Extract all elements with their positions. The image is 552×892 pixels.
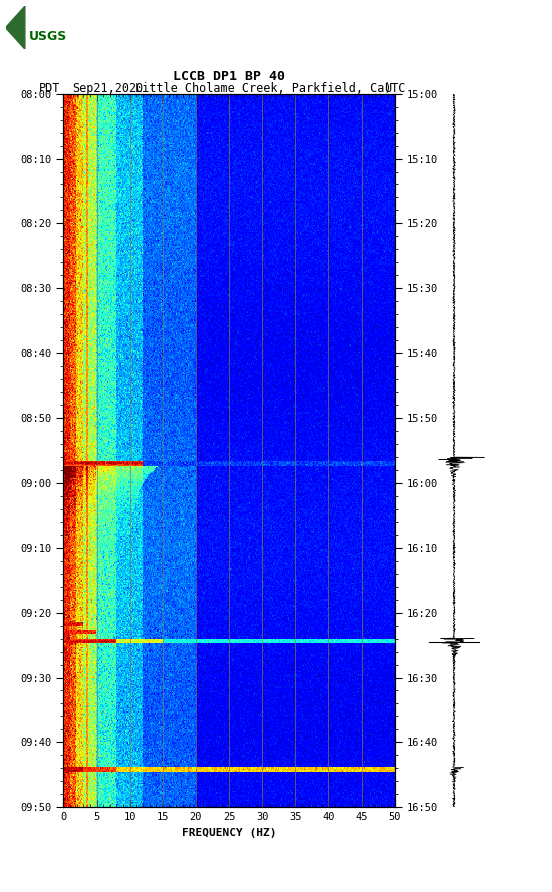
Text: PDT: PDT <box>39 82 60 95</box>
Text: Sep21,2020: Sep21,2020 <box>72 82 143 95</box>
Text: USGS: USGS <box>29 29 67 43</box>
Text: UTC: UTC <box>384 82 405 95</box>
Text: Little Cholame Creek, Parkfield, Ca): Little Cholame Creek, Parkfield, Ca) <box>135 82 392 95</box>
Polygon shape <box>6 6 25 49</box>
Text: LCCB DP1 BP 40: LCCB DP1 BP 40 <box>173 70 285 83</box>
X-axis label: FREQUENCY (HZ): FREQUENCY (HZ) <box>182 828 277 838</box>
